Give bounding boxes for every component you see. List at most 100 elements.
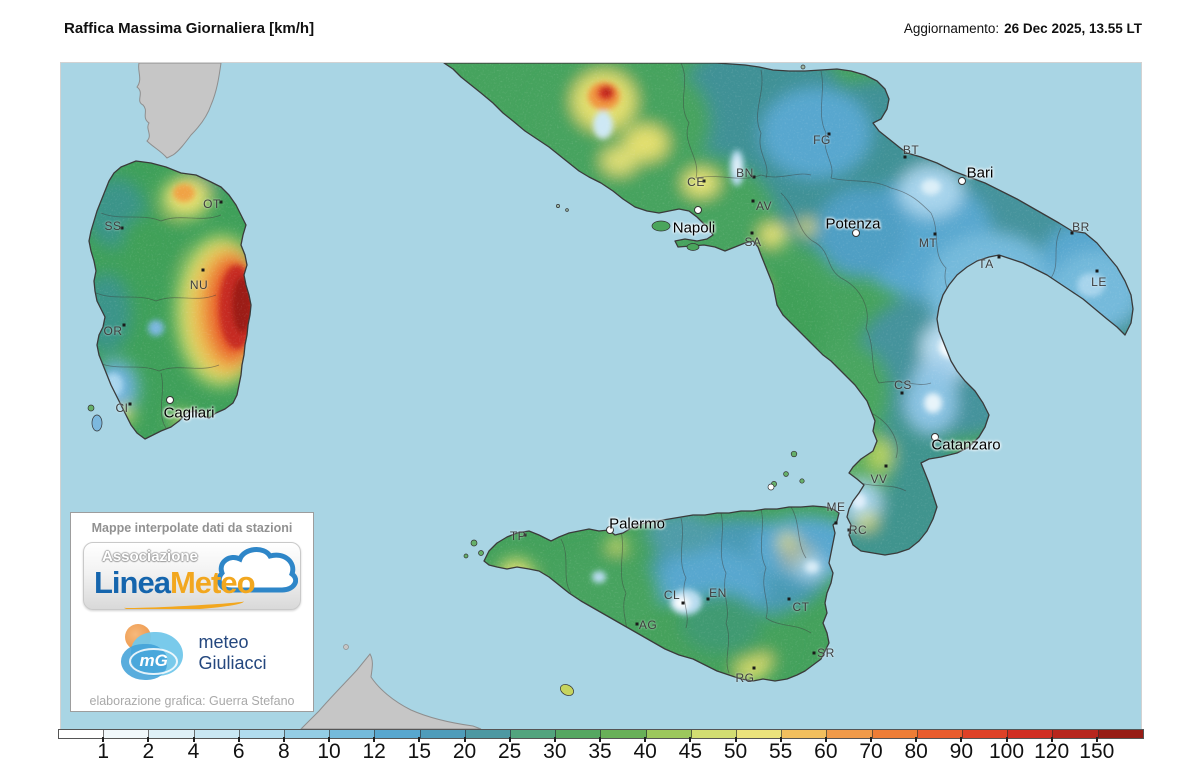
province-label: EN — [709, 586, 727, 600]
colorbar-tick-mark — [147, 737, 150, 742]
corsica-landmass — [136, 63, 222, 159]
city-label: Catanzaro — [931, 436, 1001, 454]
legend-credit: elaborazione grafica: Guerra Stefano — [89, 694, 295, 708]
city-marker — [931, 433, 939, 441]
province-label: LE — [1091, 275, 1107, 289]
colorbar-tick-mark — [870, 737, 872, 742]
province-marker — [681, 601, 685, 605]
province-label: BT — [902, 143, 920, 157]
update-timestamp: Aggiornamento: 26 Dec 2025, 13.55 LT — [904, 21, 1142, 36]
province-marker — [219, 200, 223, 204]
colorbar-tick-label: 50 — [723, 740, 748, 763]
lineameteo-logo: Associazione LineaMeteo — [83, 542, 301, 610]
province-marker — [750, 231, 754, 235]
colorbar-segment — [601, 730, 647, 738]
lineameteo-wordmark: LineaMeteo — [94, 565, 256, 601]
province-marker — [1070, 231, 1074, 235]
colorbar-tick-label: 60 — [814, 740, 838, 763]
mg-monogram: mG — [129, 648, 178, 675]
colorbar-tick-label: 30 — [543, 740, 567, 763]
colorbar-tick-mark — [553, 737, 556, 742]
colorbar-segment — [375, 730, 421, 738]
province-marker — [752, 666, 756, 670]
city-marker — [694, 206, 702, 214]
province-marker — [128, 402, 132, 406]
province-label: SR — [817, 646, 835, 660]
colorbar-segment — [917, 730, 964, 738]
province-label: TA — [978, 257, 994, 271]
province-marker — [702, 179, 706, 183]
province-marker — [752, 175, 756, 179]
city-label: Potenza — [825, 215, 881, 233]
colorbar-segment — [1008, 730, 1054, 738]
province-marker — [120, 226, 124, 230]
colorbar-tick-mark — [960, 737, 963, 742]
colorbar-segment — [59, 730, 105, 738]
province-label: CT — [792, 600, 810, 614]
legend-title: Mappe interpolate dati da stazioni — [91, 521, 293, 535]
province-marker — [1095, 269, 1099, 273]
colorbar-segment — [465, 730, 512, 738]
colorbar — [58, 729, 1144, 739]
city-marker — [166, 396, 174, 404]
colorbar-tick-label: 100 — [988, 740, 1025, 763]
colorbar-ticks: 1 2 4 6 8 10 12 15 20 25 30 35 40 45 50 55 60 70 80 90 100 12… — [58, 737, 1142, 763]
colorbar-tick-mark — [734, 737, 737, 742]
colorbar-segment — [420, 730, 466, 738]
city-label: Palermo — [609, 515, 665, 533]
province-label: RG — [735, 671, 755, 685]
city-marker — [958, 177, 966, 185]
province-label: CS — [894, 378, 912, 392]
lineameteo-part1: Linea — [94, 565, 171, 600]
colorbar-tick-mark — [237, 737, 240, 742]
province-label: FG — [813, 133, 831, 147]
province-label: SA — [744, 235, 762, 249]
colorbar-tick-mark — [689, 737, 692, 742]
province-marker — [635, 622, 639, 626]
colorbar-segment — [330, 730, 376, 738]
colorbar-tick-mark — [463, 737, 466, 742]
colorbar-tick-label: 80 — [904, 740, 928, 763]
colorbar-segment — [1053, 730, 1099, 738]
colorbar-segment — [194, 730, 240, 738]
colorbar-tick-label: 8 — [277, 740, 290, 763]
meteogiuliacci-line1: meteo — [198, 632, 249, 653]
colorbar-tick-label: 40 — [633, 740, 657, 763]
colorbar-tick-mark — [1095, 737, 1098, 742]
colorbar-tick-label: 15 — [407, 740, 432, 763]
small-islands — [87, 64, 806, 696]
update-value: 26 Dec 2025, 13.55 LT — [1004, 21, 1142, 36]
province-label: OT — [203, 197, 221, 211]
city-label: Cagliari — [163, 404, 215, 422]
colorbar-tick-mark — [418, 737, 421, 742]
city-label: Napoli — [672, 219, 716, 237]
colorbar-tick-mark — [644, 737, 647, 742]
province-marker — [787, 597, 791, 601]
colorbar-segment — [104, 730, 150, 738]
colorbar-segment — [1098, 730, 1143, 738]
meteogiuliacci-cloud-icon: mG — [117, 622, 189, 684]
city-marker — [606, 526, 614, 534]
province-marker — [933, 232, 937, 236]
colorbar-tick-label: 90 — [949, 740, 974, 763]
colorbar-segment — [239, 730, 286, 738]
colorbar-tick-mark — [328, 737, 330, 742]
province-label: OR — [103, 324, 123, 338]
province-label: SS — [104, 219, 122, 233]
province-label: RC — [848, 523, 868, 537]
colorbar-tick-label: 6 — [232, 740, 245, 763]
colorbar-tick-mark — [824, 737, 827, 742]
province-marker — [201, 268, 205, 272]
lineameteo-part2: Meteo — [169, 565, 256, 600]
colorbar-tick-label: 25 — [497, 740, 522, 763]
city-label: Bari — [966, 164, 994, 182]
meteogiuliacci-wordmark: meteo Giuliacci — [198, 632, 266, 673]
colorbar-segment — [511, 730, 557, 738]
province-marker — [900, 391, 904, 395]
colorbar-segment — [556, 730, 602, 738]
province-label: NU — [189, 278, 209, 292]
province-marker — [834, 521, 838, 525]
province-label: TP — [509, 529, 527, 543]
colorbar-tick-label: 12 — [362, 740, 386, 763]
